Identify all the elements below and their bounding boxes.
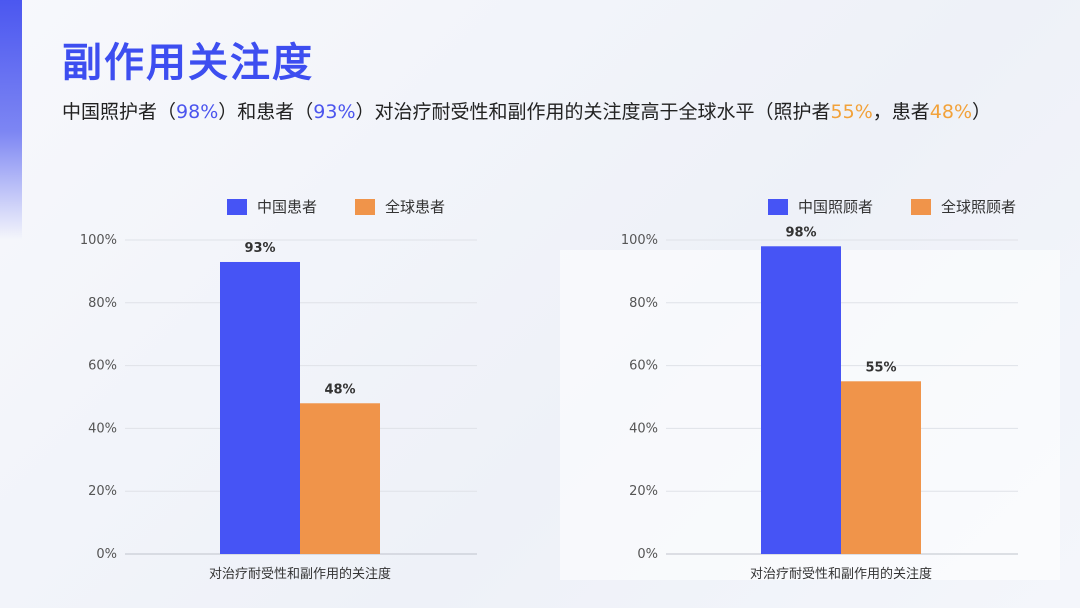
y-tick-label: 100% [621, 233, 658, 248]
y-tick-label: 20% [629, 484, 658, 499]
chart-caregivers: 中国照顾者 全球照顾者 0% 20% 40% 60% 80% 100% 98% 55% 对治疗耐… [616, 188, 1080, 593]
bar-value-label: 98% [785, 225, 816, 240]
subtitle-text: ，患者 [872, 101, 930, 123]
bar [841, 381, 921, 554]
page-title: 副作用关注度 [62, 40, 314, 86]
y-tick-label: 80% [629, 296, 658, 311]
legend-item: 中国照顾者 [768, 196, 873, 217]
legend-item: 全球照顾者 [911, 196, 1016, 217]
bar-value-label: 55% [865, 360, 896, 375]
legend-swatch [911, 198, 932, 215]
y-tick-label: 100% [80, 233, 117, 248]
subtitle-value: 48% [929, 101, 972, 123]
bar [220, 261, 300, 554]
x-category-label: 对治疗耐受性和副作用的关注度 [750, 566, 932, 582]
chart-legend: 中国患者 全球患者 [227, 196, 483, 217]
bar [300, 403, 380, 554]
legend-label: 全球照顾者 [941, 198, 1017, 216]
bar-value-label: 48% [324, 382, 355, 397]
legend-item: 中国患者 [227, 196, 317, 217]
subtitle-text: 中国照护者（ [62, 101, 177, 123]
y-tick-label: 40% [88, 421, 117, 436]
accent-bar [0, 0, 22, 240]
chart-svg: 0% 20% 40% 60% 80% 100% 98% 55% 对治疗耐受性和副作用的关注度 [621, 225, 1018, 582]
legend-swatch [768, 198, 788, 215]
legend-label: 全球患者 [385, 198, 446, 216]
chart-legend: 中国照顾者 全球照顾者 [768, 196, 1054, 217]
y-tick-label: 60% [629, 359, 658, 374]
legend-label: 中国患者 [257, 198, 318, 216]
x-category-label: 对治疗耐受性和副作用的关注度 [209, 566, 391, 582]
subtitle-text: ）和患者（ [218, 101, 314, 123]
subtitle-value: 98% [176, 101, 219, 123]
legend-label: 中国照顾者 [798, 198, 874, 216]
y-tick-label: 40% [629, 421, 658, 436]
legend-swatch [227, 198, 247, 215]
y-tick-label: 80% [88, 296, 117, 311]
subtitle-text: ）对治疗耐受性和副作用的关注度高于全球水平（照护者 [355, 101, 831, 123]
y-tick-label: 20% [88, 484, 117, 499]
subtitle-text: ） [972, 101, 992, 123]
chart-patients: 中国患者 全球患者 0% 20% 40% 60% 80% 100% 93% 48% 对治疗耐受性… [75, 188, 545, 593]
chart-svg: 0% 20% 40% 60% 80% 100% 93% 48% 对治疗耐受性和副作用的关注度 [80, 233, 477, 582]
y-tick-label: 60% [88, 359, 117, 374]
subtitle-value: 93% [313, 101, 356, 123]
bar [761, 246, 841, 554]
legend-item: 全球患者 [355, 196, 445, 217]
legend-swatch [355, 198, 376, 215]
bar-value-label: 93% [244, 241, 275, 256]
subtitle-value: 55% [830, 101, 873, 123]
y-tick-label: 0% [637, 547, 658, 562]
page-subtitle: 中国照护者（98%）和患者（93%）对治疗耐受性和副作用的关注度高于全球水平（照… [62, 97, 1072, 124]
y-tick-label: 0% [96, 547, 117, 562]
